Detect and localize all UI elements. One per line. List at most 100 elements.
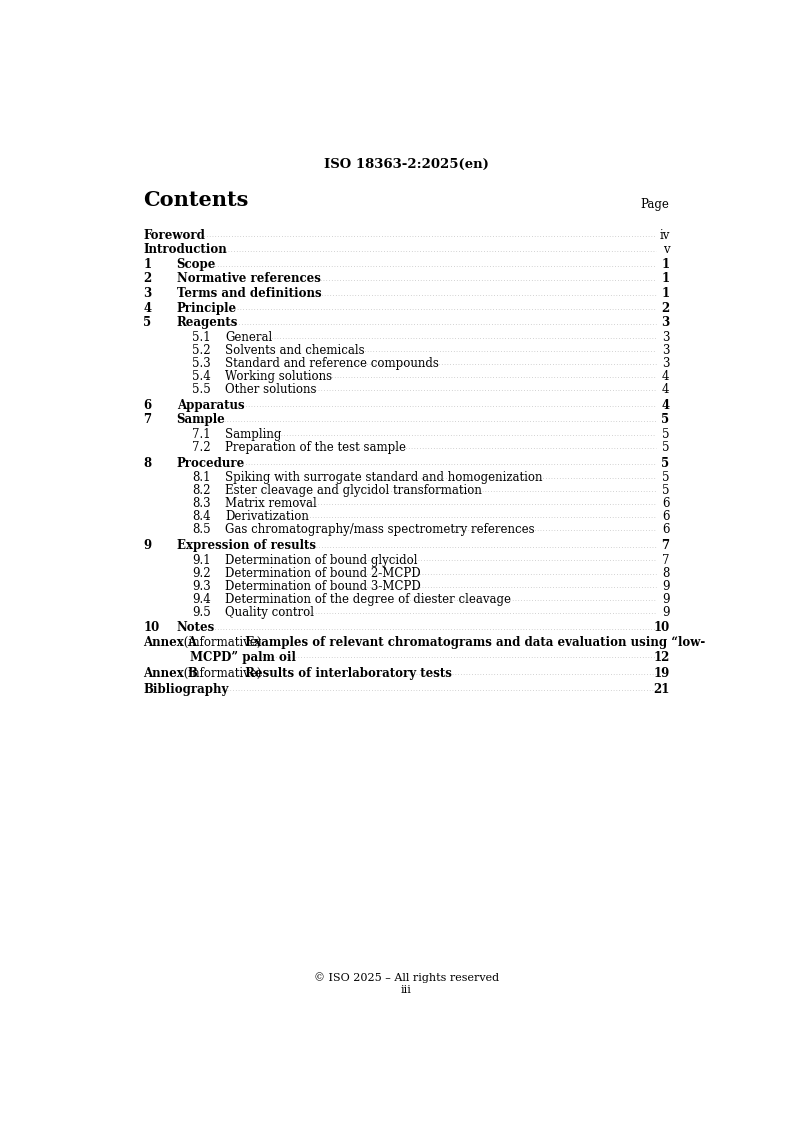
Text: (informative): (informative)	[181, 636, 262, 649]
Text: Terms and definitions: Terms and definitions	[177, 287, 321, 300]
Text: 3: 3	[662, 344, 669, 357]
Text: 8.3: 8.3	[192, 497, 211, 511]
Text: 5: 5	[662, 485, 669, 497]
Text: Determination of the degree of diester cleavage: Determination of the degree of diester c…	[225, 592, 511, 606]
Text: Spiking with surrogate standard and homogenization: Spiking with surrogate standard and homo…	[225, 471, 543, 484]
Text: Working solutions: Working solutions	[225, 370, 332, 384]
Text: 9.2: 9.2	[192, 567, 211, 580]
Text: 9.5: 9.5	[192, 606, 211, 619]
Text: 4: 4	[662, 384, 669, 396]
Text: Notes: Notes	[177, 622, 215, 634]
Text: 3: 3	[662, 357, 669, 370]
Text: 5.5: 5.5	[192, 384, 211, 396]
Text: 4: 4	[144, 302, 151, 315]
Text: (informative): (informative)	[181, 666, 262, 680]
Text: 5: 5	[662, 427, 669, 441]
Text: 8.1: 8.1	[192, 471, 211, 484]
Text: Determination of bound 2-MCPD: Determination of bound 2-MCPD	[225, 567, 421, 580]
Text: 3: 3	[662, 331, 669, 344]
Text: 7: 7	[662, 553, 669, 567]
Text: ISO 18363-2:2025(en): ISO 18363-2:2025(en)	[324, 158, 488, 171]
Text: 12: 12	[653, 651, 669, 663]
Text: 9.4: 9.4	[192, 592, 211, 606]
Text: 9: 9	[662, 592, 669, 606]
Text: 9.1: 9.1	[192, 553, 211, 567]
Text: Matrix removal: Matrix removal	[225, 497, 317, 511]
Text: 6: 6	[662, 511, 669, 523]
Text: Reagents: Reagents	[177, 316, 238, 330]
Text: 8.4: 8.4	[192, 511, 211, 523]
Text: v: v	[663, 243, 669, 256]
Text: Apparatus: Apparatus	[177, 398, 244, 412]
Text: 8.2: 8.2	[192, 485, 211, 497]
Text: 1: 1	[661, 273, 669, 285]
Text: Bibliography: Bibliography	[144, 683, 228, 696]
Text: Expression of results: Expression of results	[177, 539, 316, 552]
Text: Scope: Scope	[177, 258, 216, 270]
Text: Contents: Contents	[144, 190, 249, 210]
Text: Ester cleavage and glycidol transformation: Ester cleavage and glycidol transformati…	[225, 485, 482, 497]
Text: Quality control: Quality control	[225, 606, 315, 619]
Text: Annex B: Annex B	[144, 666, 198, 680]
Text: Annex A: Annex A	[144, 636, 197, 649]
Text: Results of interlaboratory tests: Results of interlaboratory tests	[237, 666, 452, 680]
Text: 4: 4	[662, 370, 669, 384]
Text: 5: 5	[144, 316, 151, 330]
Text: 2: 2	[661, 302, 669, 315]
Text: 7: 7	[661, 539, 669, 552]
Text: Determination of bound glycidol: Determination of bound glycidol	[225, 553, 418, 567]
Text: Preparation of the test sample: Preparation of the test sample	[225, 441, 407, 454]
Text: Foreword: Foreword	[144, 229, 205, 241]
Text: 21: 21	[653, 683, 669, 696]
Text: 19: 19	[653, 666, 669, 680]
Text: 4: 4	[661, 398, 669, 412]
Text: iv: iv	[659, 229, 669, 241]
Text: 7.1: 7.1	[192, 427, 211, 441]
Text: 7: 7	[144, 413, 151, 426]
Text: 3: 3	[144, 287, 151, 300]
Text: Derivatization: Derivatization	[225, 511, 309, 523]
Text: General: General	[225, 331, 273, 344]
Text: 10: 10	[144, 622, 159, 634]
Text: 1: 1	[661, 258, 669, 270]
Text: Examples of relevant chromatograms and data evaluation using “low-: Examples of relevant chromatograms and d…	[237, 636, 705, 649]
Text: 9: 9	[144, 539, 151, 552]
Text: 6: 6	[662, 497, 669, 511]
Text: Introduction: Introduction	[144, 243, 227, 256]
Text: MCPD” palm oil: MCPD” palm oil	[190, 651, 296, 663]
Text: Gas chromatography/mass spectrometry references: Gas chromatography/mass spectrometry ref…	[225, 524, 535, 536]
Text: 5.4: 5.4	[192, 370, 211, 384]
Text: 2: 2	[144, 273, 151, 285]
Text: Other solutions: Other solutions	[225, 384, 317, 396]
Text: 5: 5	[661, 457, 669, 469]
Text: 9: 9	[662, 606, 669, 619]
Text: Solvents and chemicals: Solvents and chemicals	[225, 344, 365, 357]
Text: 3: 3	[661, 316, 669, 330]
Text: Sample: Sample	[177, 413, 225, 426]
Text: 9.3: 9.3	[192, 580, 211, 592]
Text: Principle: Principle	[177, 302, 237, 315]
Text: 9: 9	[662, 580, 669, 592]
Text: 1: 1	[144, 258, 151, 270]
Text: Sampling: Sampling	[225, 427, 282, 441]
Text: 5.1: 5.1	[192, 331, 211, 344]
Text: 5: 5	[662, 441, 669, 454]
Text: 10: 10	[653, 622, 669, 634]
Text: 5.3: 5.3	[192, 357, 211, 370]
Text: 5: 5	[662, 471, 669, 484]
Text: 6: 6	[144, 398, 151, 412]
Text: 8: 8	[662, 567, 669, 580]
Text: Procedure: Procedure	[177, 457, 245, 469]
Text: 5.2: 5.2	[192, 344, 211, 357]
Text: Determination of bound 3-MCPD: Determination of bound 3-MCPD	[225, 580, 421, 592]
Text: 6: 6	[662, 524, 669, 536]
Text: 5: 5	[661, 413, 669, 426]
Text: Normative references: Normative references	[177, 273, 320, 285]
Text: © ISO 2025 – All rights reserved: © ISO 2025 – All rights reserved	[314, 973, 499, 983]
Text: 7.2: 7.2	[192, 441, 211, 454]
Text: 1: 1	[661, 287, 669, 300]
Text: iii: iii	[401, 985, 412, 995]
Text: 8.5: 8.5	[192, 524, 211, 536]
Text: 8: 8	[144, 457, 151, 469]
Text: Standard and reference compounds: Standard and reference compounds	[225, 357, 439, 370]
